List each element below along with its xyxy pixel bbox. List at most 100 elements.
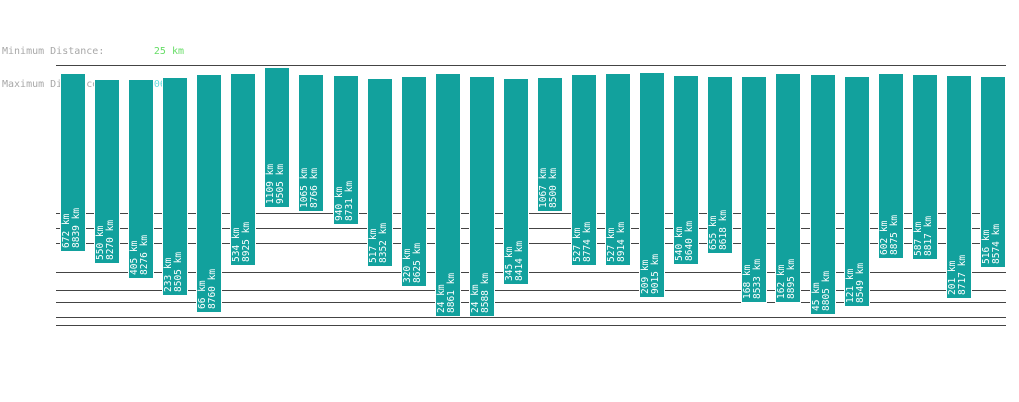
max-distance-label-text: 8414 km	[514, 241, 525, 281]
distance-bar: 1067 km 8500 km	[537, 77, 563, 212]
bar-rect	[673, 75, 699, 265]
min-distance-label-text: 540 km	[674, 226, 685, 261]
max-distance-label-text: 8760 km	[207, 269, 218, 309]
max-distance-label-text: 8352 km	[378, 223, 389, 263]
min-distance-label-text: 320 km	[402, 248, 413, 283]
max-distance-label-text: 8805 km	[821, 271, 832, 311]
min-distance-label-text: 162 km	[776, 264, 787, 299]
bar-rect	[162, 77, 188, 296]
distance-bar: 540 km 8640 km	[673, 75, 699, 265]
max-distance-label-text: 8817 km	[923, 216, 934, 256]
min-distance-label-text: 1065 km	[299, 168, 310, 208]
max-distance-label-text: 8640 km	[684, 221, 695, 261]
bar-rect	[435, 73, 461, 317]
bar-rect	[60, 73, 86, 252]
bar-rect	[912, 74, 938, 260]
bar-rect	[980, 76, 1006, 268]
distance-bar: 527 km 8774 km	[571, 74, 597, 266]
max-distance-label-text: 8895 km	[786, 259, 797, 299]
bar-rect	[298, 74, 324, 212]
max-distance-label-text: 8766 km	[309, 168, 320, 208]
distance-bar: 45 km 8805 km	[810, 74, 836, 315]
distance-bar: 162 km 8895 km	[775, 73, 801, 303]
min-distance-label-text: 201 km	[947, 260, 958, 295]
distance-bar: 1109 km 9505 km	[264, 67, 290, 208]
distance-bar: 940 km 8731 km	[333, 75, 359, 225]
max-distance-label-text: 8717 km	[957, 255, 968, 295]
min-distance-label-text: 233 km	[163, 257, 174, 292]
distance-bar: 345 km 8414 km	[503, 78, 529, 285]
min-distance-label-text: 66 km	[197, 280, 208, 309]
distance-bar: 320 km 8625 km	[401, 76, 427, 287]
distance-bar: 517 km 8352 km	[367, 78, 393, 267]
max-distance-label-text: 8618 km	[718, 210, 729, 250]
min-distance-label-text: 655 km	[708, 215, 719, 250]
distance-bar: 201 km 8717 km	[946, 75, 972, 299]
distance-bar: 168 km 8533 km	[741, 76, 767, 303]
max-distance-label-text: 9015 km	[650, 254, 661, 294]
min-distance-label-text: 405 km	[129, 240, 140, 275]
min-distance-row: Minimum Distance: 25 km	[2, 46, 184, 57]
distance-bar: 672 km 8839 km	[60, 73, 86, 252]
min-distance-label-text: 168 km	[742, 264, 753, 299]
max-distance-label-text: 8588 km	[480, 273, 491, 313]
bar-rect	[196, 74, 222, 313]
min-distance-label-text: 527 km	[606, 227, 617, 262]
bar-rect	[878, 73, 904, 259]
min-distance-label-text: 45 km	[811, 282, 822, 311]
bar-rect	[571, 74, 597, 266]
distance-bar: 516 km 8574 km	[980, 76, 1006, 268]
bar-rect	[707, 76, 733, 254]
bar-rect	[230, 73, 256, 266]
distance-bar: 534 km 8925 km	[230, 73, 256, 266]
min-distance-label-text: 940 km	[334, 186, 345, 221]
max-distance-label-text: 8574 km	[991, 224, 1002, 264]
min-distance-label-text: 345 km	[504, 246, 515, 281]
bar-rect	[401, 76, 427, 287]
min-distance-label-text: 672 km	[61, 213, 72, 248]
distance-bar: 602 km 8875 km	[878, 73, 904, 259]
bar-rect	[775, 73, 801, 303]
distance-bar: 405 km 8276 km	[128, 79, 154, 279]
min-distance-label-text: 516 km	[981, 229, 992, 264]
distance-bar: 24 km 8588 km	[469, 76, 495, 317]
max-distance-label-text: 8500 km	[548, 168, 559, 208]
min-distance-label-text: 1109 km	[265, 164, 276, 204]
min-distance-label-text: 24 km	[436, 284, 447, 313]
bar-rect	[469, 76, 495, 317]
min-distance-label-text: 527 km	[572, 227, 583, 262]
max-distance-label-text: 8875 km	[889, 215, 900, 255]
min-distance-label-text: 602 km	[879, 220, 890, 255]
distance-bar: 1065 km 8766 km	[298, 74, 324, 212]
distance-bar: 209 km 9015 km	[639, 72, 665, 298]
max-distance-label-text: 8505 km	[173, 252, 184, 292]
bar-rect	[128, 79, 154, 279]
min-distance-label-text: 587 km	[913, 221, 924, 256]
min-distance-value: 25 km	[153, 46, 184, 57]
max-distance-label-text: 8774 km	[582, 222, 593, 262]
min-distance-label-text: 121 km	[845, 268, 856, 303]
bar-rect	[605, 73, 631, 266]
max-distance-label-text: 9505 km	[275, 164, 286, 204]
bar-rect	[264, 67, 290, 208]
max-distance-label-text: 8861 km	[446, 273, 457, 313]
bar-rect	[946, 75, 972, 299]
max-distance-label-text: 8914 km	[616, 222, 627, 262]
max-distance-label-text: 8625 km	[412, 243, 423, 283]
distance-bar: 66 km 8760 km	[196, 74, 222, 313]
bar-rect	[810, 74, 836, 315]
distance-bar: 655 km 8618 km	[707, 76, 733, 254]
bar-rect	[741, 76, 767, 303]
bar-rect	[537, 77, 563, 212]
bars: 672 km 8839 km 550 km 8270 km 405 km 8276 km 2…	[60, 67, 1006, 317]
max-distance-label-text: 8839 km	[71, 208, 82, 248]
min-distance-label-text: 1067 km	[538, 168, 549, 208]
min-distance-label-text: 24 km	[470, 284, 481, 313]
max-distance-label-text: 8276 km	[139, 235, 150, 275]
min-distance-label: Minimum Distance:	[2, 46, 105, 57]
distance-bar: 550 km 8270 km	[94, 79, 120, 264]
max-distance-label-text: 8270 km	[105, 220, 116, 260]
bar-rect	[503, 78, 529, 285]
bar-rect	[333, 75, 359, 225]
